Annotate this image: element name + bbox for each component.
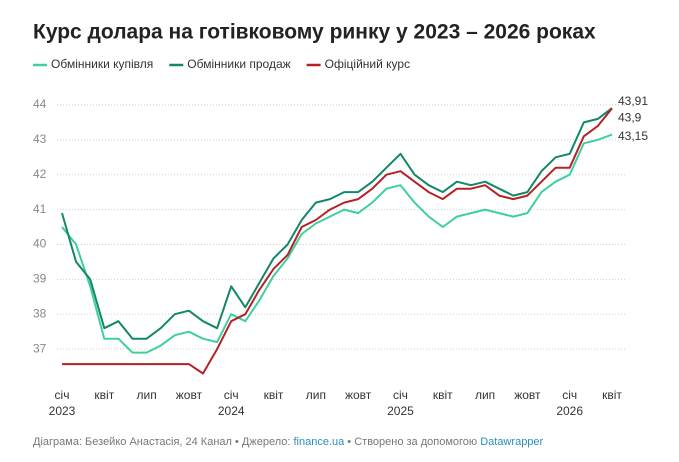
x-tick-label: лип (475, 388, 495, 402)
x-tick-label: жовт (514, 388, 541, 402)
end-label: 43,15 (618, 129, 648, 143)
x-tick-label: січ (393, 388, 408, 402)
x-year-label: 2026 (556, 404, 583, 418)
x-tick-label: квіт (433, 388, 453, 402)
x-tick-label: квіт (602, 388, 622, 402)
x-tick-label: січ (55, 388, 70, 402)
footer: Діаграма: Безейко Анастасія, 24 Канал • … (33, 436, 543, 448)
tool-link[interactable]: Datawrapper (480, 436, 544, 448)
y-tick-label: 42 (33, 167, 47, 181)
x-tick-label: лип (306, 388, 326, 402)
y-tick-label: 38 (33, 306, 47, 320)
y-tick-label: 43 (33, 132, 47, 146)
x-tick-label: жовт (176, 388, 203, 402)
x-tick-label: лип (137, 388, 157, 402)
x-year-label: 2023 (49, 404, 76, 418)
series-line (62, 107, 613, 375)
x-tick-label: квіт (94, 388, 114, 402)
chart-title: Курс долара на готівковому ринку у 2023 … (33, 21, 596, 44)
series-line (61, 133, 613, 354)
x-tick-label: квіт (264, 388, 284, 402)
x-year-label: 2024 (218, 404, 245, 418)
legend-label: Офіційний курс (325, 57, 410, 71)
legend-label: Обмінники продаж (187, 57, 290, 71)
x-tick-label: січ (224, 388, 239, 402)
y-tick-label: 41 (33, 202, 47, 216)
legend-label: Обмінники купівля (51, 57, 153, 71)
chart: Курс долара на готівковому ринку у 2023 … (33, 21, 648, 418)
x-tick-label: січ (562, 388, 577, 402)
end-label: 43,91 (618, 94, 648, 108)
source-link[interactable]: finance.ua (293, 436, 345, 448)
series-line (61, 107, 613, 340)
y-tick-label: 39 (33, 272, 47, 286)
y-tick-label: 40 (33, 237, 47, 251)
y-tick-label: 44 (33, 97, 47, 111)
made-with: • Створено за допомогою (344, 436, 481, 448)
end-label: 43,9 (618, 111, 642, 125)
x-year-label: 2025 (387, 404, 414, 418)
y-tick-label: 37 (33, 341, 47, 355)
credit: Діаграма: Безейко Анастасія, 24 Канал • … (33, 436, 294, 448)
x-tick-label: жовт (345, 388, 372, 402)
